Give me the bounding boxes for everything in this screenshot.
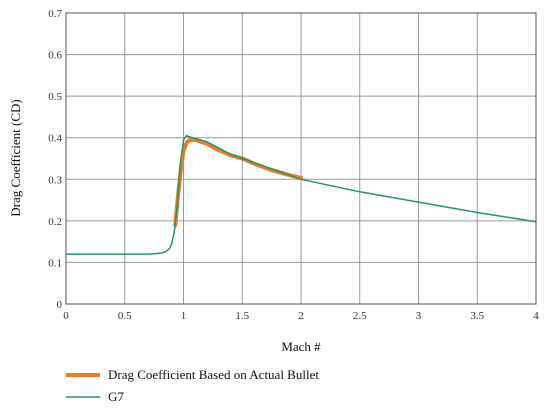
x-tick-label: 0	[63, 310, 69, 322]
legend: Drag Coefficient Based on Actual Bullet …	[66, 367, 319, 404]
x-tick-label: 4	[533, 310, 539, 322]
y-tick-label: 0.2	[48, 216, 62, 228]
y-tick-label: 0.1	[48, 257, 62, 269]
x-tick-labels: 0 0.5 1 1.5 2 2.5 3 3.5 4	[63, 310, 539, 322]
x-tick-label: 0.5	[118, 310, 132, 322]
x-axis-title: Mach #	[281, 339, 321, 354]
x-tick-label: 1.5	[235, 310, 249, 322]
legend-label-actual-bullet: Drag Coefficient Based on Actual Bullet	[108, 367, 319, 382]
x-tick-label: 3	[416, 310, 422, 322]
x-tick-label: 2	[298, 310, 304, 322]
y-tick-label: 0.3	[48, 174, 62, 186]
series-group	[65, 134, 537, 255]
series-line-g7	[65, 134, 537, 255]
y-tick-label: 0.6	[48, 50, 62, 62]
x-tick-label: 3.5	[470, 310, 484, 322]
series-line-actual-bullet	[173, 137, 303, 227]
x-tick-label: 1	[181, 310, 187, 322]
y-tick-label: 0.7	[48, 8, 62, 20]
y-tick-label: 0.4	[48, 133, 62, 145]
plot-frame	[65, 12, 537, 305]
y-tick-labels: 0 0.1 0.2 0.3 0.4 0.5 0.6 0.7	[48, 8, 62, 311]
y-axis-title: Drag Coefficient (CD)	[8, 99, 23, 216]
y-tick-label: 0.5	[48, 91, 62, 103]
y-tick-label: 0	[57, 299, 63, 311]
x-tick-label: 2.5	[353, 310, 367, 322]
legend-label-g7: G7	[108, 389, 124, 404]
